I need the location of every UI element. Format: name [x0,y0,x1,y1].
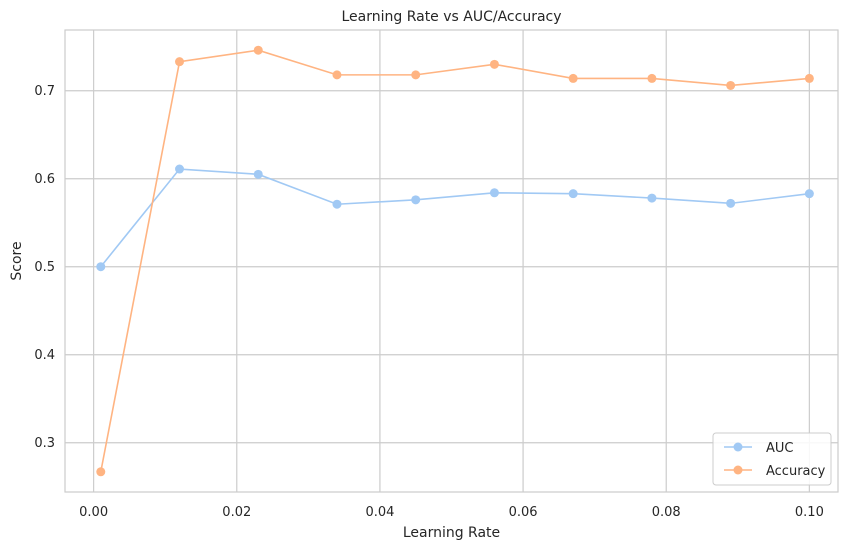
data-point-auc [647,193,657,203]
y-tick-label: 0.4 [34,348,55,363]
x-tick-label: 0.04 [365,505,394,520]
data-point-accuracy [175,57,185,67]
x-axis-label: Learning Rate [403,525,500,541]
series-line-accuracy [100,49,810,472]
data-point-auc [804,189,814,199]
legend-box [712,432,832,486]
x-tick-label: 0.02 [222,505,251,520]
y-tick-label: 0.3 [34,436,55,451]
grid [65,30,838,492]
y-tick-labels: 0.3 0.4 0.5 0.6 0.7 [34,84,55,451]
x-tick-label: 0.10 [795,505,824,520]
data-point-auc [568,189,578,199]
legend-label-auc: AUC [766,441,794,456]
data-point-accuracy [647,73,657,83]
data-point-auc [489,188,499,198]
chart-title: Learning Rate vs AUC/Accuracy [341,9,561,25]
plot-frame [64,29,839,493]
data-point-auc [332,199,342,209]
data-point-auc [175,164,185,174]
series-line-auc [100,168,810,268]
data-point-auc [253,169,263,179]
data-point-auc [411,195,421,205]
y-tick-label: 0.6 [34,172,55,187]
series-layer [96,45,814,477]
legend-label-accuracy: Accuracy [766,464,826,479]
data-point-auc [726,198,736,208]
x-tick-label: 0.08 [652,505,681,520]
data-point-auc [96,262,106,272]
data-point-accuracy [568,73,578,83]
plot-area [65,30,838,492]
y-axis-label: Score [9,241,25,280]
data-point-accuracy [411,70,421,80]
y-tick-label: 0.7 [34,84,55,99]
data-point-accuracy [726,80,736,90]
data-point-accuracy [332,70,342,80]
data-point-accuracy [96,467,106,477]
data-point-accuracy [804,73,814,83]
data-point-accuracy [489,59,499,69]
legend-marker-auc [733,442,743,452]
data-point-accuracy [253,45,263,55]
y-tick-label: 0.5 [34,260,55,275]
x-tick-label: 0.06 [509,505,538,520]
x-tick-label: 0.00 [79,505,108,520]
x-tick-labels: 0.00 0.02 0.04 0.06 0.08 0.10 [79,505,824,520]
legend-marker-accuracy [733,465,743,475]
legend: AUC Accuracy [712,432,832,486]
